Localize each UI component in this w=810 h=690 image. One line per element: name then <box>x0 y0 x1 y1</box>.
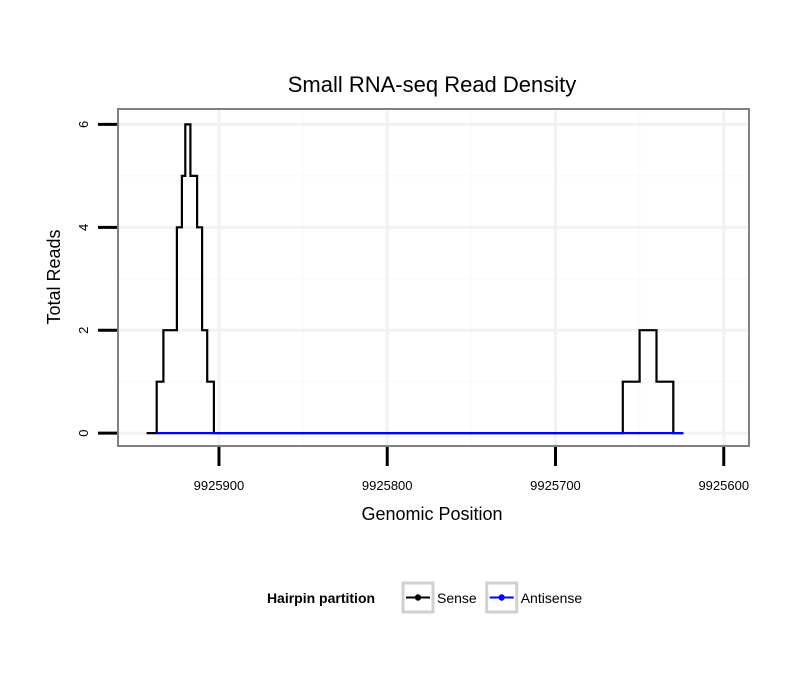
legend: Hairpin partition Sense Antisense <box>267 581 583 614</box>
y-tick-label: 0 <box>76 430 91 437</box>
y-tick-label: 2 <box>76 327 91 334</box>
y-tick-label: 6 <box>76 121 91 128</box>
series-lines <box>146 123 684 435</box>
legend-label: Sense <box>437 590 477 606</box>
legend-item-sense: Sense <box>401 581 477 614</box>
legend-title: Hairpin partition <box>267 590 375 606</box>
y-tick-label: 4 <box>76 224 91 231</box>
series-line-sense <box>146 123 684 435</box>
y-axis-title: Total Reads <box>44 229 64 324</box>
grid <box>118 109 749 446</box>
legend-label: Antisense <box>521 590 583 606</box>
plot-panel-border <box>117 108 750 447</box>
x-tick-label: 9925900 <box>194 478 245 493</box>
x-tick-label: 9925800 <box>362 478 413 493</box>
y-axis: 0 2 4 6 <box>76 121 117 437</box>
x-axis: 9925900 9925800 9925700 9925600 <box>194 447 749 493</box>
x-tick-label: 9925600 <box>698 478 749 493</box>
legend-key-point <box>498 594 505 601</box>
chart-title: Small RNA-seq Read Density <box>288 72 577 97</box>
x-axis-title: Genomic Position <box>361 504 502 524</box>
x-tick-label: 9925700 <box>530 478 581 493</box>
legend-item-antisense: Antisense <box>485 581 583 614</box>
legend-key-point <box>414 594 422 601</box>
